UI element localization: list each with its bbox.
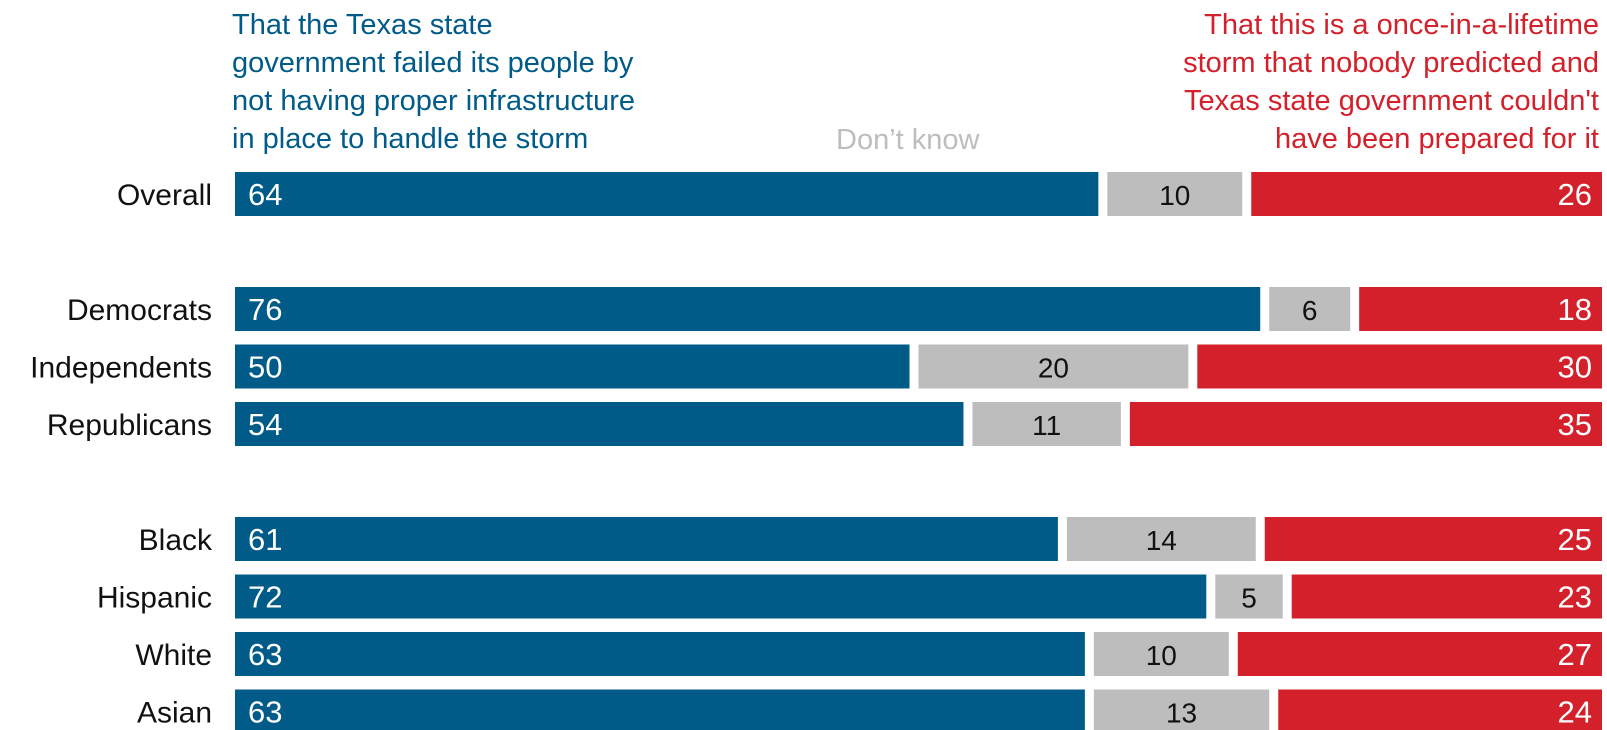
value-label-failed-overall: 64 xyxy=(248,177,282,212)
bar-dont_know-hispanic xyxy=(1215,574,1283,619)
value-label-dont_know-asian: 13 xyxy=(1166,698,1197,729)
value-label-failed-black: 61 xyxy=(248,522,282,557)
value-label-dont_know-black: 14 xyxy=(1146,525,1177,556)
bar-unpredictable-white xyxy=(1237,632,1602,676)
row-label-asian: Asian xyxy=(137,697,212,730)
value-label-unpredictable-black: 25 xyxy=(1558,522,1592,557)
value-label-dont_know-democrats: 6 xyxy=(1302,295,1318,326)
bar-failed-asian xyxy=(235,689,1085,730)
bar-dont_know-democrats xyxy=(1269,287,1351,331)
value-label-dont_know-white: 10 xyxy=(1146,640,1177,671)
row-label-independents: Independents xyxy=(30,352,212,385)
row-label-black: Black xyxy=(139,524,213,557)
bar-dont_know-independents xyxy=(918,344,1189,389)
bar-failed-democrats xyxy=(235,287,1261,331)
bar-unpredictable-hispanic xyxy=(1291,574,1602,619)
bar-dont_know-black xyxy=(1066,517,1256,561)
value-label-dont_know-hispanic: 5 xyxy=(1241,583,1257,614)
value-label-unpredictable-overall: 26 xyxy=(1558,177,1592,212)
middle-series-header: Don’t know xyxy=(836,124,980,156)
bar-failed-independents xyxy=(235,344,910,389)
row-label-republicans: Republicans xyxy=(47,409,212,442)
bar-dont_know-republicans xyxy=(972,402,1121,446)
value-label-failed-democrats: 76 xyxy=(248,292,282,327)
value-label-unpredictable-democrats: 18 xyxy=(1558,292,1592,327)
value-label-dont_know-overall: 10 xyxy=(1159,180,1190,211)
value-label-dont_know-independents: 20 xyxy=(1038,353,1069,384)
row-label-democrats: Democrats xyxy=(67,294,212,327)
value-label-unpredictable-white: 27 xyxy=(1558,637,1592,672)
row-label-white: White xyxy=(135,639,212,672)
bar-failed-hispanic xyxy=(235,574,1207,619)
value-label-failed-white: 63 xyxy=(248,637,282,672)
bar-unpredictable-independents xyxy=(1197,344,1602,389)
bar-dont_know-asian xyxy=(1093,689,1270,730)
bar-dont_know-overall xyxy=(1107,172,1243,216)
row-label-overall: Overall xyxy=(117,179,212,212)
value-label-failed-independents: 50 xyxy=(248,350,282,385)
value-label-failed-asian: 63 xyxy=(248,695,282,730)
left-series-header: That the Texas state government failed i… xyxy=(232,9,635,155)
bar-dont_know-white xyxy=(1093,632,1229,676)
value-label-unpredictable-asian: 24 xyxy=(1558,695,1592,730)
bar-unpredictable-overall xyxy=(1251,172,1602,216)
bar-failed-white xyxy=(235,632,1085,676)
value-label-unpredictable-hispanic: 23 xyxy=(1558,580,1592,615)
bar-unpredictable-republicans xyxy=(1129,402,1602,446)
value-label-unpredictable-independents: 30 xyxy=(1558,350,1592,385)
bar-failed-republicans xyxy=(235,402,964,446)
bar-unpredictable-democrats xyxy=(1359,287,1602,331)
bar-failed-black xyxy=(235,517,1058,561)
value-label-failed-republicans: 54 xyxy=(248,407,282,442)
value-label-dont_know-republicans: 11 xyxy=(1032,410,1061,441)
value-label-unpredictable-republicans: 35 xyxy=(1558,407,1592,442)
row-label-hispanic: Hispanic xyxy=(97,582,212,615)
bar-failed-overall xyxy=(235,172,1099,216)
bar-unpredictable-asian xyxy=(1278,689,1602,730)
value-label-failed-hispanic: 72 xyxy=(248,580,282,615)
bar-unpredictable-black xyxy=(1264,517,1602,561)
right-series-header: That this is a once-in-a-lifetime storm … xyxy=(1183,9,1599,155)
